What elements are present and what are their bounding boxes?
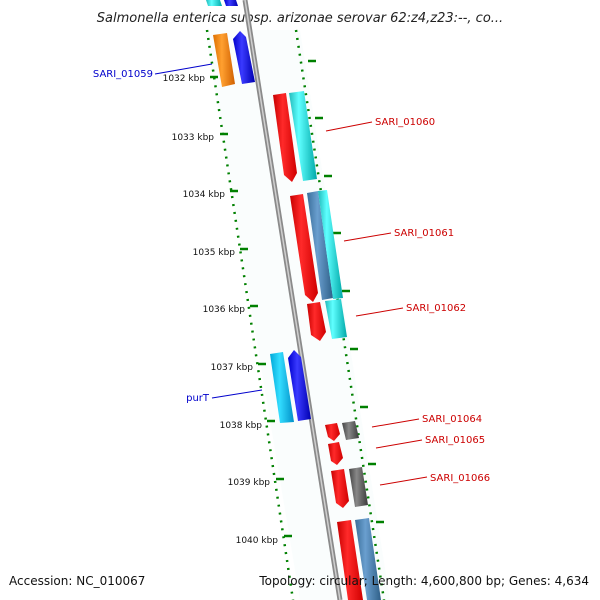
outer-scale-ticks [308, 59, 384, 524]
gene-gray-01066[interactable] [349, 467, 368, 507]
leader-SARI_01064 [371, 418, 420, 428]
gene-label-SARI_01066[interactable]: SARI_01066 [430, 473, 490, 484]
map-title: Salmonella enterica subsp. arizonae sero… [97, 11, 503, 26]
gene-cyan-clipped-top[interactable] [206, 0, 222, 6]
scale-tick-1038: 1038 kbp [220, 419, 275, 431]
scale-tick-1037: 1037 kbp [211, 362, 266, 373]
gene-SARI_01061[interactable] [290, 194, 318, 302]
scale-label: 1032 kbp [163, 74, 206, 84]
scale-label: 1037 kbp [211, 363, 254, 373]
topology-text: Topology: circular; Length: 4,600,800 bp… [259, 574, 589, 588]
leader-SARI_01065 [375, 439, 423, 449]
scale-tick-1034: 1034 kbp [183, 189, 238, 200]
gene-SARI_01064[interactable] [325, 423, 340, 441]
gene-purT[interactable] [270, 352, 294, 423]
accession-text: Accession: NC_010067 [9, 574, 146, 588]
leader-SARI_01066 [379, 476, 428, 486]
gene-steel-01061[interactable] [307, 191, 333, 300]
gene-blue-clipped-top[interactable] [224, 0, 238, 6]
gene-SARI_01060[interactable] [273, 93, 297, 182]
leader-SARI_01062 [355, 307, 404, 317]
gene-gray-01064[interactable] [342, 421, 359, 440]
gene-label-SARI_01060[interactable]: SARI_01060 [375, 117, 435, 128]
scale-label: 1040 kbp [236, 536, 279, 546]
gene-cyan-01062[interactable] [325, 299, 347, 339]
gene-label-SARI_01064[interactable]: SARI_01064 [422, 414, 482, 425]
scale-label: 1036 kbp [203, 305, 246, 315]
gene-label-SARI_01059[interactable]: SARI_01059 [93, 69, 153, 80]
scale-tick-1032: 1032 kbp [163, 74, 218, 84]
gene-cyan-01061[interactable] [318, 190, 343, 299]
scale-label: 1034 kbp [183, 190, 226, 200]
gene-SARI_01066[interactable] [331, 469, 349, 508]
gene-SARI_01062[interactable] [307, 302, 326, 341]
gene-label-SARI_01065[interactable]: SARI_01065 [425, 435, 485, 446]
genome-backbone-highlight [244, 0, 341, 600]
feature-band [205, 30, 390, 600]
leader-SARI_01061 [343, 232, 392, 242]
scale-tick-1036: 1036 kbp [203, 304, 258, 315]
scale-tick-1039: 1039 kbp [228, 477, 284, 488]
gene-red-bottom[interactable] [337, 520, 363, 600]
scale-tick-1033: 1033 kbp [172, 132, 228, 143]
gene-label-SARI_01062[interactable]: SARI_01062 [406, 303, 466, 314]
scale-label: 1039 kbp [228, 478, 271, 488]
scale-label: 1038 kbp [220, 421, 263, 431]
leader-SARI_01060 [325, 121, 373, 132]
gene-SARI_01065[interactable] [328, 442, 343, 465]
gene-blue-purT-neighbor[interactable] [288, 350, 311, 421]
leader-SARI_01059 [154, 63, 213, 75]
inner-scale-ring [205, 29, 295, 600]
gene-SARI_01059[interactable] [213, 33, 235, 87]
scale-label: 1035 kbp [193, 248, 236, 258]
scale-tick-1035: 1035 kbp [193, 247, 248, 258]
gene-blue-top[interactable] [233, 31, 255, 84]
gene-label-purT[interactable]: purT [186, 393, 210, 404]
gene-steel-bottom[interactable] [355, 518, 381, 600]
gene-label-SARI_01061[interactable]: SARI_01061 [394, 228, 454, 239]
gene-cyan-01060[interactable] [289, 91, 317, 181]
scale-label: 1033 kbp [172, 133, 215, 143]
scale-tick-1040: 1040 kbp [236, 534, 292, 546]
leader-purT [211, 389, 263, 399]
